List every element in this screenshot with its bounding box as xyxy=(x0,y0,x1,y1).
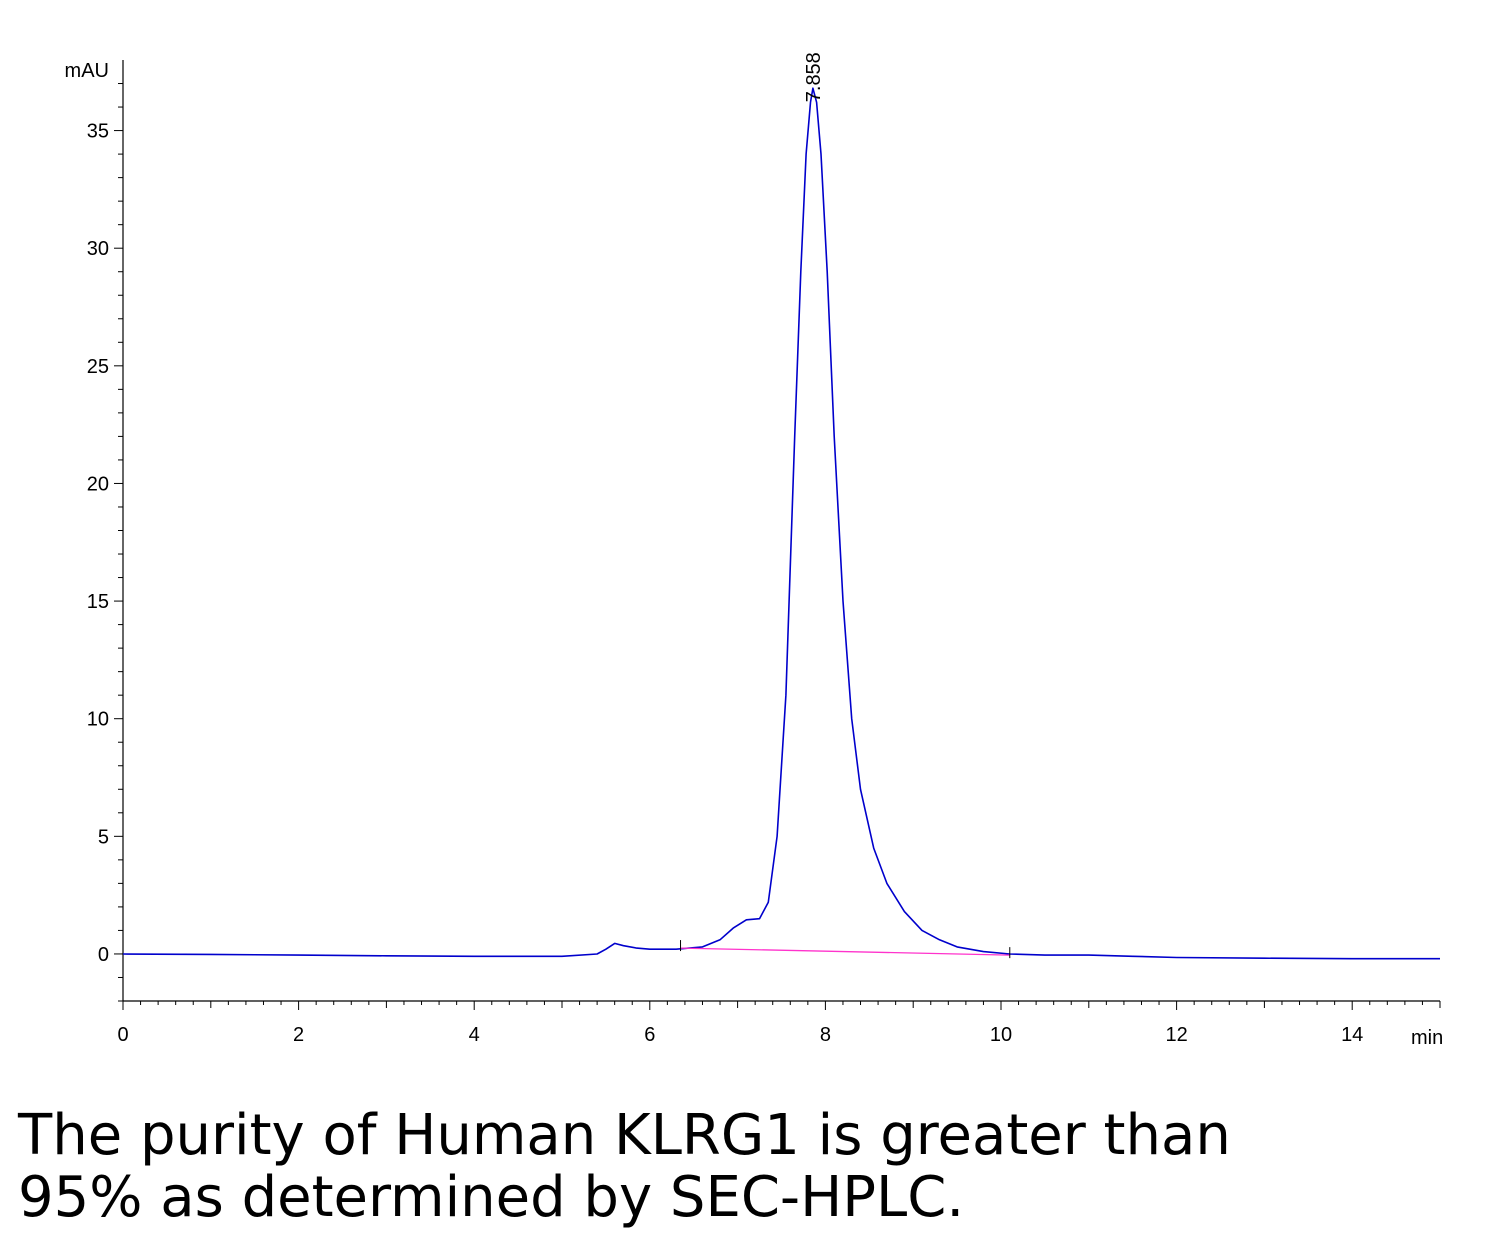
y-axis-unit-label: mAU xyxy=(65,60,109,82)
series-group xyxy=(122,87,1440,960)
axes xyxy=(122,60,1440,1002)
baseline-trace xyxy=(680,947,1010,956)
x-tick-label: 14 xyxy=(1341,1024,1363,1046)
peak-annotations: 7.858 xyxy=(803,52,825,102)
caption: The purity of Human KLRG1 is greater tha… xyxy=(18,1105,1478,1229)
x-tick-label: 12 xyxy=(1165,1024,1187,1046)
x-tick-label: 0 xyxy=(117,1024,128,1046)
y-tick-label: 5 xyxy=(98,826,109,848)
x-tick-label: 8 xyxy=(820,1024,831,1046)
x-tick-label: 6 xyxy=(644,1024,655,1046)
chromatogram-chart: 0 5 10 15 20 25 30 35 0 2 4 6 8 10 12 14 mAU min 7.858 xyxy=(65,52,1444,1049)
signal-trace xyxy=(122,87,1440,960)
y-tick-label: 10 xyxy=(87,709,109,731)
x-axis-unit-label: min xyxy=(1411,1027,1443,1049)
y-tick-label: 35 xyxy=(87,121,109,143)
y-tick-label: 25 xyxy=(87,356,109,378)
caption-line-1: The purity of Human KLRG1 is greater tha… xyxy=(18,1103,1231,1168)
y-tick-label: 15 xyxy=(87,591,109,613)
caption-line-2: 95% as determined by SEC-HPLC. xyxy=(18,1165,965,1230)
x-axis-ticks: 0 2 4 6 8 10 12 14 xyxy=(117,1001,1441,1046)
x-tick-label: 4 xyxy=(469,1024,480,1046)
y-tick-label: 30 xyxy=(87,238,109,260)
x-tick-label: 2 xyxy=(293,1024,304,1046)
peak-retention-label: 7.858 xyxy=(803,52,825,102)
y-tick-label: 0 xyxy=(98,944,109,966)
y-axis-ticks: 0 5 10 15 20 25 30 35 xyxy=(87,83,123,1002)
x-tick-label: 10 xyxy=(990,1024,1012,1046)
y-tick-label: 20 xyxy=(87,473,109,495)
